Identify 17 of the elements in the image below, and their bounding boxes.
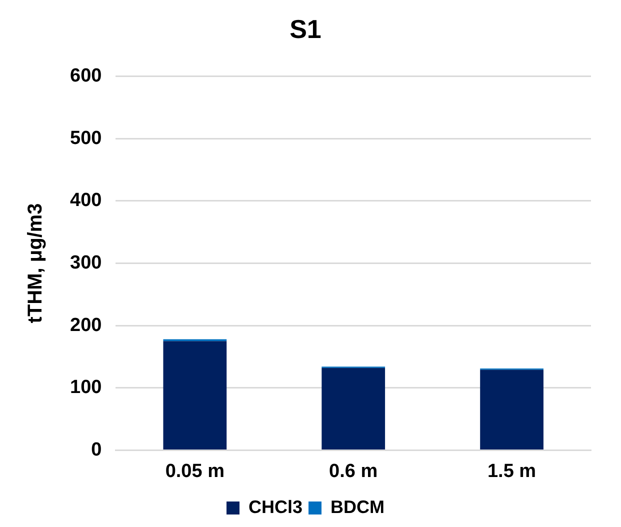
legend-label: CHCl3 — [248, 496, 303, 517]
y-tick-label: 200 — [70, 314, 102, 336]
x-tick-label: 1.5 m — [487, 460, 536, 482]
y-tick-label: 300 — [70, 252, 102, 274]
x-tick-label: 0.05 m — [165, 460, 224, 482]
bar — [480, 370, 544, 450]
chart-title: S1 — [290, 14, 322, 44]
bar — [322, 368, 386, 450]
legend-label: BDCM — [330, 496, 385, 517]
y-tick-label: 100 — [70, 377, 102, 398]
y-axis-title: tTHM, μg/m3 — [24, 203, 47, 324]
y-tick-label: 0 — [91, 439, 102, 460]
y-tick-label: 600 — [70, 65, 102, 86]
x-tick-label: 0.6 m — [329, 460, 378, 482]
y-tick-label: 400 — [70, 190, 102, 212]
y-tick-label: 500 — [70, 128, 102, 149]
bar — [163, 341, 227, 450]
